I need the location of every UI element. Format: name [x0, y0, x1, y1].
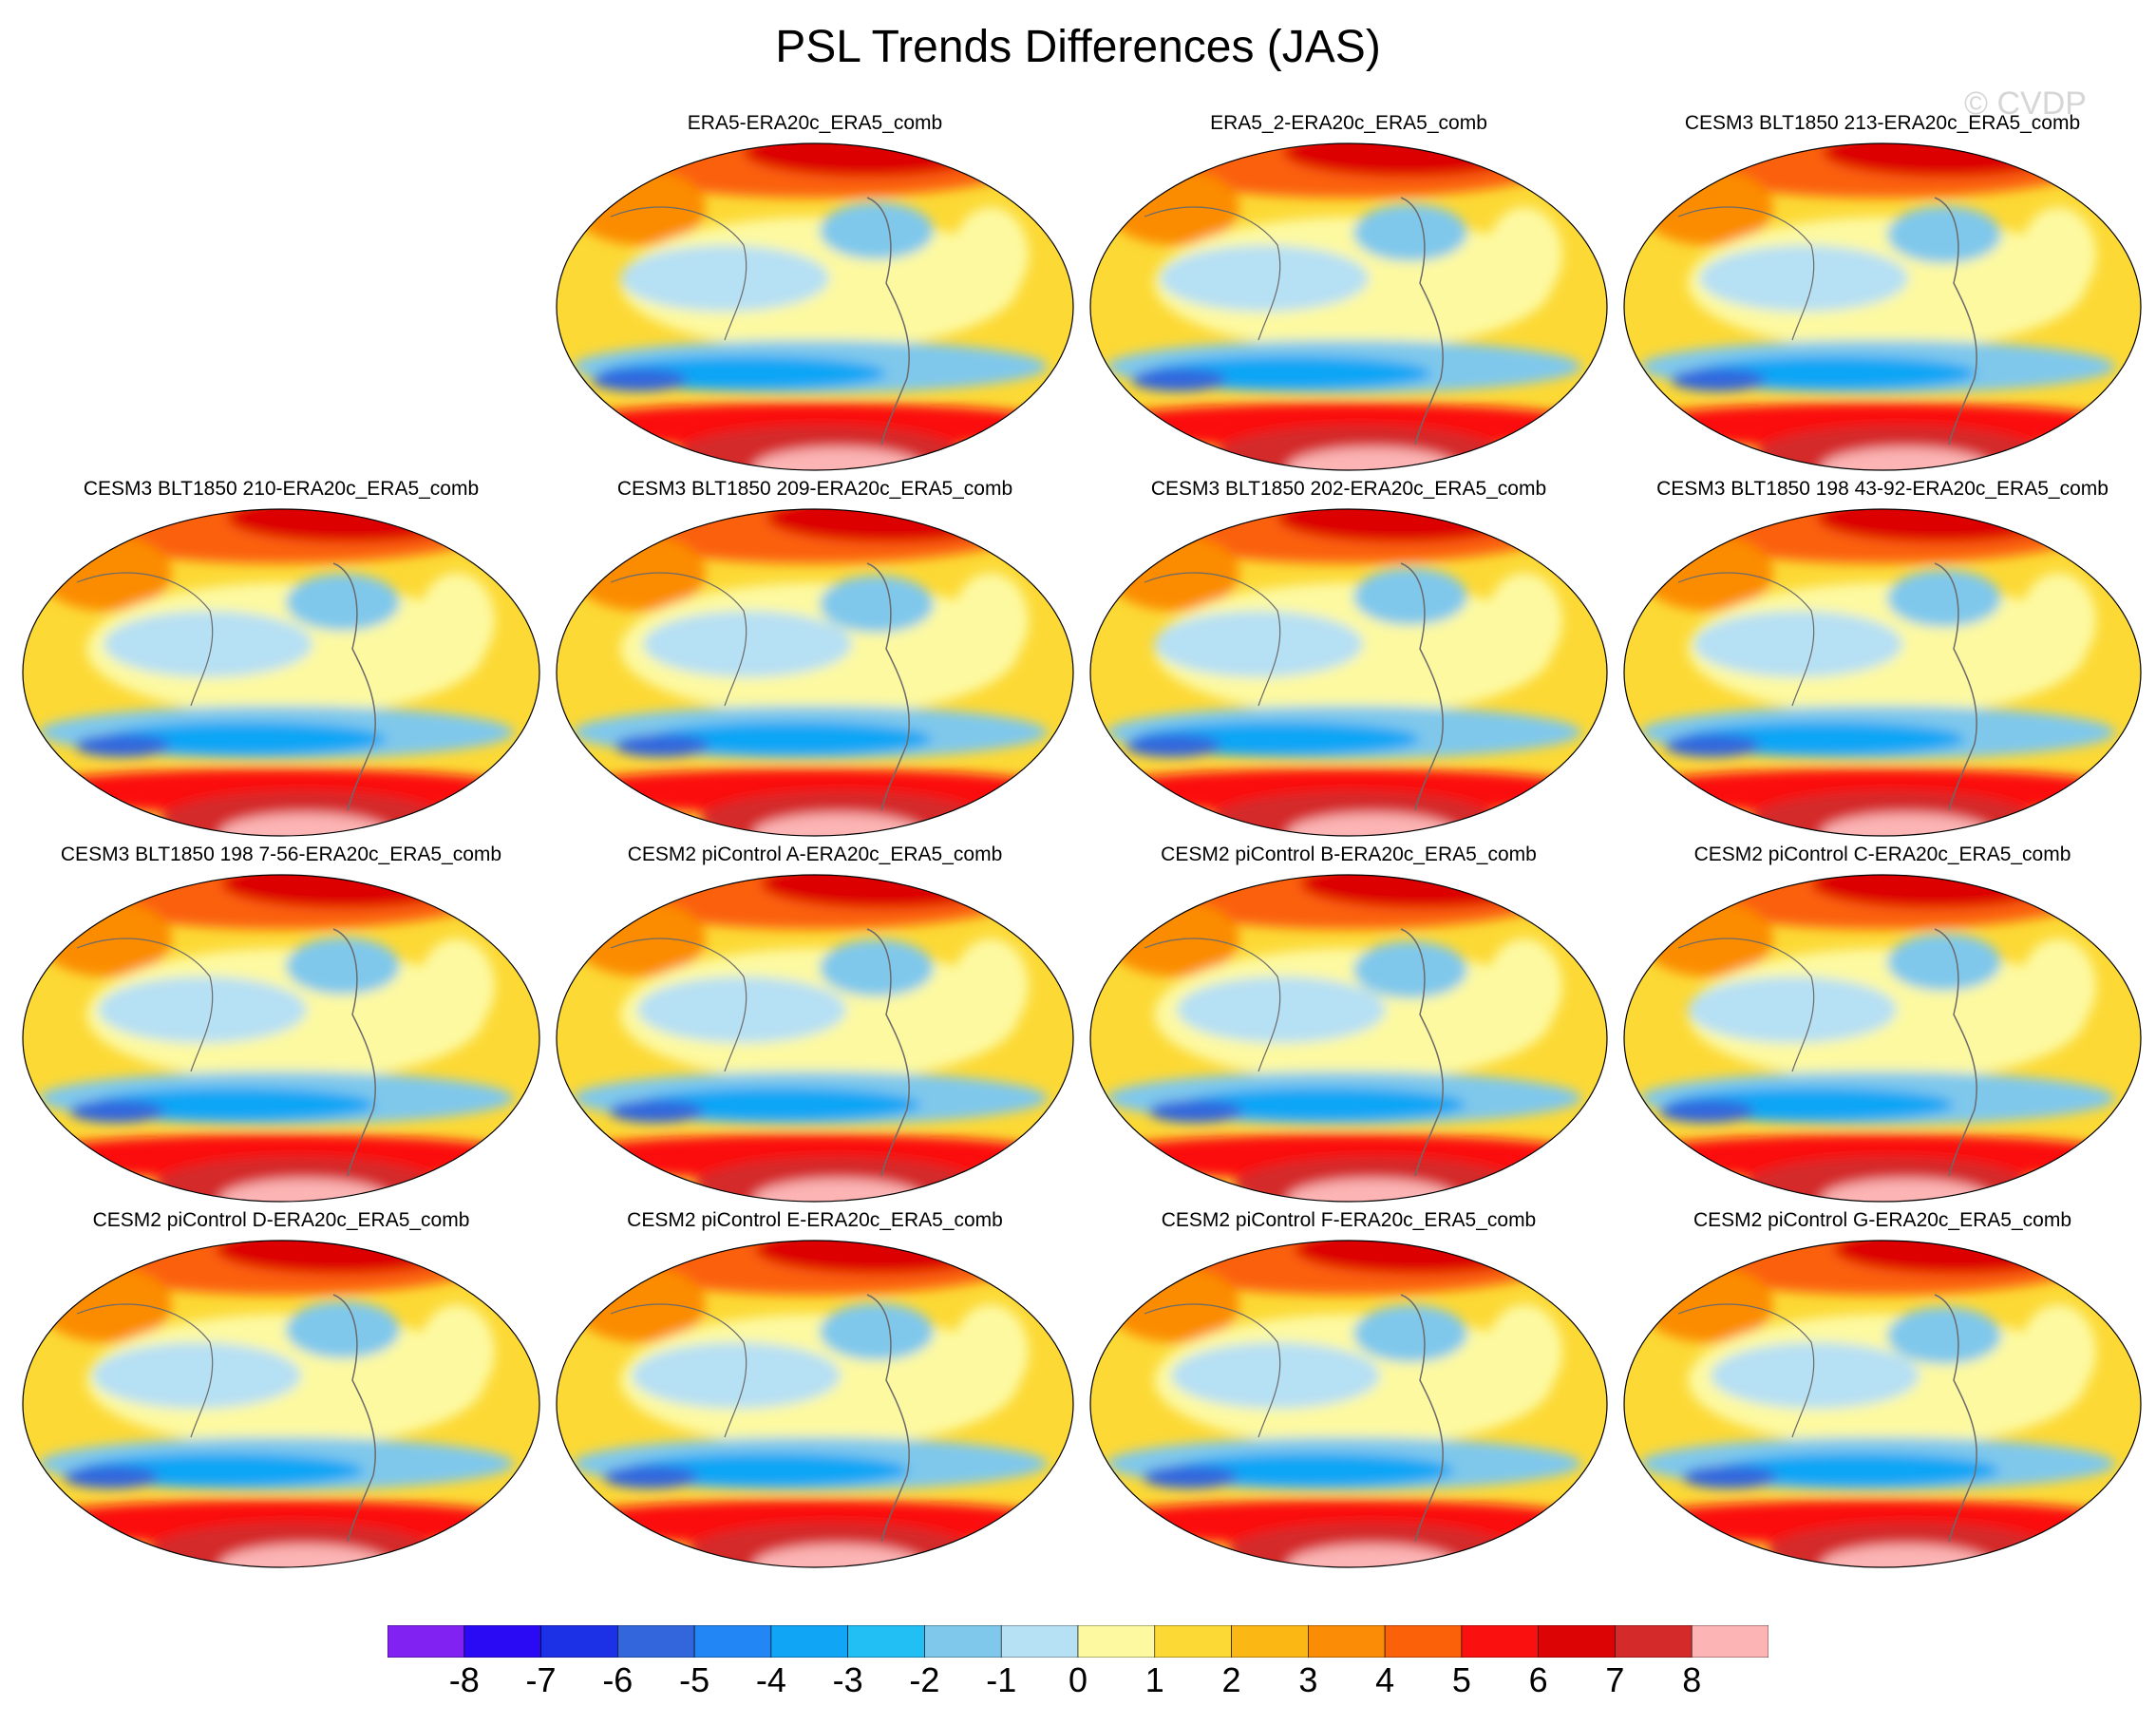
- colorbar-segment: [1538, 1625, 1616, 1658]
- panel-title: CESM3 BLT1850 198 7-56-ERA20c_ERA5_comb: [60, 844, 502, 865]
- map-panel: CESM3 BLT1850 198 43-92-ERA20c_ERA5_comb: [1617, 478, 2148, 839]
- colorbar-tick-label: -6: [602, 1660, 634, 1699]
- colorbar-segment: [540, 1625, 618, 1658]
- map-panel: CESM2 piControl F-ERA20c_ERA5_comb: [1083, 1209, 1615, 1570]
- panel-title: CESM2 piControl F-ERA20c_ERA5_comb: [1161, 1209, 1537, 1231]
- panel-title: CESM3 BLT1850 209-ERA20c_ERA5_comb: [616, 478, 1013, 500]
- map-field: [1089, 874, 1608, 1203]
- map-panel: CESM3 BLT1850 209-ERA20c_ERA5_comb: [549, 478, 1081, 839]
- map-field: [556, 874, 1074, 1203]
- colorbar-segment: [1154, 1625, 1232, 1658]
- colorbar-tick-label: 6: [1528, 1660, 1548, 1699]
- colorbar-tick-label: 4: [1375, 1660, 1395, 1699]
- colorbar-segment: [617, 1625, 695, 1658]
- colorbar-segment: [1077, 1625, 1156, 1658]
- colorbar-segment: [1231, 1625, 1309, 1658]
- panel-title: CESM2 piControl A-ERA20c_ERA5_comb: [627, 844, 1003, 865]
- colorbar-segment: [463, 1625, 541, 1658]
- panel-grid: ERA5-ERA20c_ERA5_comb ERA5_2-ERA20c_ERA5_…: [15, 112, 2148, 1570]
- map-field: [556, 1240, 1074, 1568]
- colorbar: [388, 1625, 1768, 1658]
- map-panel: ERA5_2-ERA20c_ERA5_comb: [1083, 112, 1615, 473]
- panel-title: ERA5_2-ERA20c_ERA5_comb: [1210, 112, 1487, 134]
- map-panel: CESM2 piControl E-ERA20c_ERA5_comb: [549, 1209, 1081, 1570]
- colorbar-tick-label: -1: [986, 1660, 1017, 1699]
- colorbar-tick-label: -4: [755, 1660, 786, 1699]
- watermark: © CVDP: [1964, 85, 2087, 122]
- panel-title: ERA5-ERA20c_ERA5_comb: [687, 112, 943, 134]
- map-field: [1623, 874, 2142, 1203]
- colorbar-tick-label: 0: [1068, 1660, 1088, 1699]
- map-field: [1623, 142, 2142, 471]
- map-panel: CESM2 piControl C-ERA20c_ERA5_comb: [1617, 844, 2148, 1204]
- figure-title: PSL Trends Differences (JAS): [775, 22, 1381, 72]
- colorbar-segment: [1308, 1625, 1386, 1658]
- map-field: [1623, 508, 2142, 837]
- map-field: [556, 508, 1074, 837]
- colorbar-segment: [924, 1625, 1002, 1658]
- panel-title: CESM3 BLT1850 210-ERA20c_ERA5_comb: [83, 478, 480, 500]
- colorbar-tick-label: -8: [448, 1660, 480, 1699]
- map-panel: CESM2 piControl B-ERA20c_ERA5_comb: [1083, 844, 1615, 1204]
- colorbar-segment: [1000, 1625, 1079, 1658]
- colorbar-segment: [847, 1625, 925, 1658]
- colorbar-tick-label: 8: [1682, 1660, 1702, 1699]
- colorbar-tick-label: 7: [1605, 1660, 1625, 1699]
- map-panel: CESM3 BLT1850 213-ERA20c_ERA5_comb: [1617, 112, 2148, 473]
- colorbar-segment: [1384, 1625, 1463, 1658]
- panel-title: CESM2 piControl D-ERA20c_ERA5_comb: [92, 1209, 470, 1231]
- colorbar-tick-label: -7: [525, 1660, 557, 1699]
- map-panel: CESM2 piControl D-ERA20c_ERA5_comb: [15, 1209, 547, 1570]
- colorbar-segment: [770, 1625, 848, 1658]
- map-field: [22, 874, 540, 1203]
- panel-title: CESM3 BLT1850 213-ERA20c_ERA5_comb: [1684, 112, 2081, 134]
- colorbar-tick-label: 1: [1144, 1660, 1164, 1699]
- map-field: [1623, 1240, 2142, 1568]
- map-field: [556, 142, 1074, 471]
- panel-title: CESM2 piControl B-ERA20c_ERA5_comb: [1161, 844, 1537, 865]
- map-field: [1089, 508, 1608, 837]
- map-panel: ERA5-ERA20c_ERA5_comb: [549, 112, 1081, 473]
- colorbar-tick-label: 5: [1451, 1660, 1471, 1699]
- map-field: [22, 1240, 540, 1568]
- colorbar-segment: [1691, 1625, 1768, 1658]
- panel-title: CESM2 piControl E-ERA20c_ERA5_comb: [627, 1209, 1003, 1231]
- colorbar-tick-label: -3: [832, 1660, 863, 1699]
- panel-title: CESM2 piControl C-ERA20c_ERA5_comb: [1693, 844, 2071, 865]
- colorbar-tick-label: -5: [679, 1660, 710, 1699]
- map-field: [1089, 142, 1608, 471]
- colorbar-segment: [693, 1625, 772, 1658]
- map-panel: CESM3 BLT1850 202-ERA20c_ERA5_comb: [1083, 478, 1615, 839]
- map-field: [1089, 1240, 1608, 1568]
- colorbar-tick-label: 3: [1298, 1660, 1318, 1699]
- panel-title: CESM3 BLT1850 202-ERA20c_ERA5_comb: [1150, 478, 1547, 500]
- colorbar-tick-label: -2: [909, 1660, 940, 1699]
- map-field: [22, 508, 540, 837]
- map-panel: CESM3 BLT1850 198 7-56-ERA20c_ERA5_comb: [15, 844, 547, 1204]
- map-panel: CESM2 piControl A-ERA20c_ERA5_comb: [549, 844, 1081, 1204]
- colorbar-segment: [388, 1625, 465, 1658]
- map-panel: CESM2 piControl G-ERA20c_ERA5_comb: [1617, 1209, 2148, 1570]
- colorbar-segment: [1615, 1625, 1693, 1658]
- panel-title: CESM2 piControl G-ERA20c_ERA5_comb: [1693, 1209, 2071, 1231]
- panel-title: CESM3 BLT1850 198 43-92-ERA20c_ERA5_comb: [1656, 478, 2109, 500]
- map-panel: CESM3 BLT1850 210-ERA20c_ERA5_comb: [15, 478, 547, 839]
- colorbar-tick-label: 2: [1221, 1660, 1241, 1699]
- colorbar-segment: [1461, 1625, 1539, 1658]
